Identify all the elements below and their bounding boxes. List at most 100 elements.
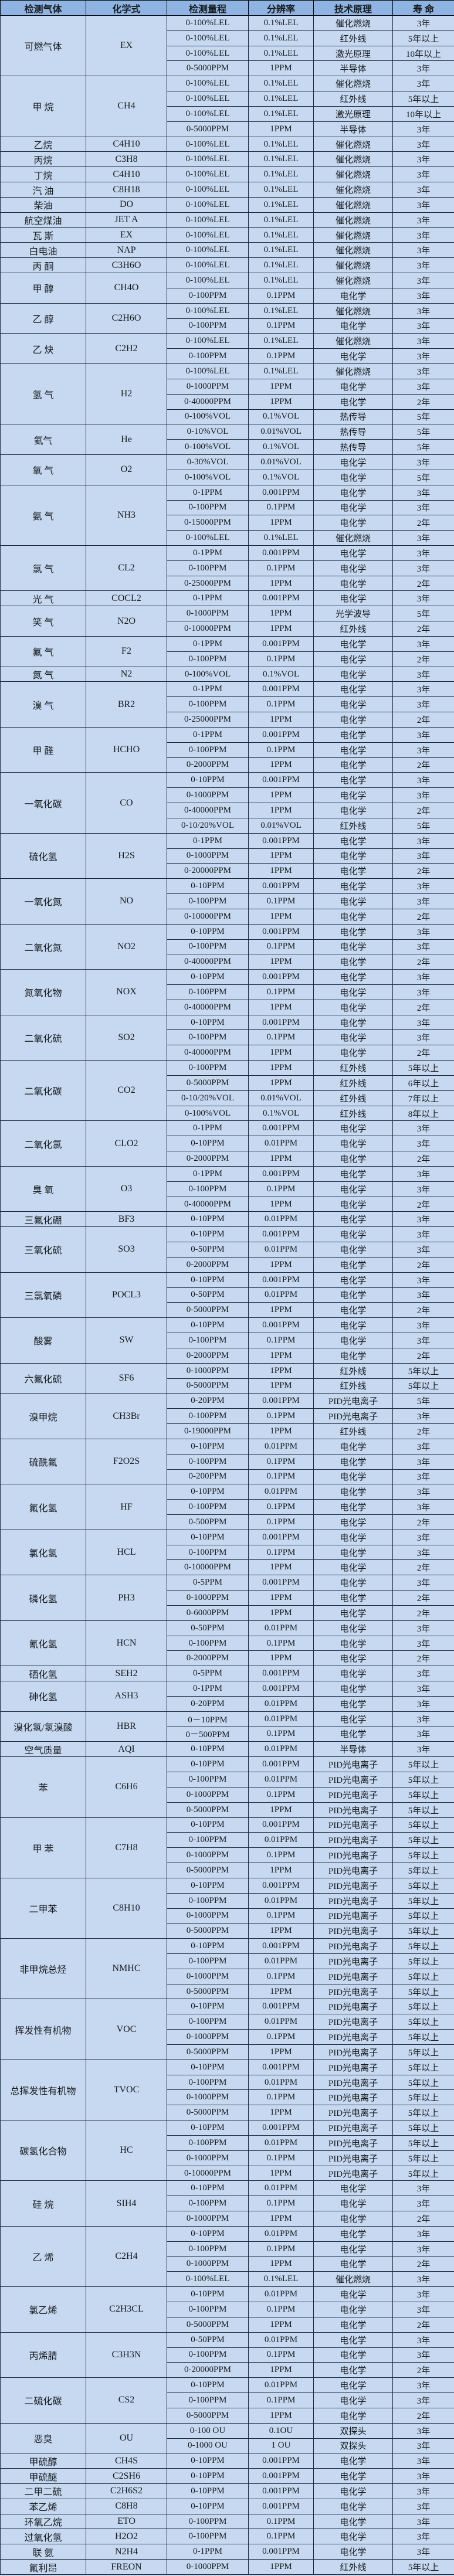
lifetime-cell: 3年	[392, 2241, 454, 2257]
technology-cell: 电化学	[313, 651, 393, 667]
gas-name-cell: 丙 酮	[0, 257, 86, 274]
range-cell: 0-100%VOL	[167, 439, 249, 456]
range-cell: 0-100PPM	[167, 2135, 249, 2151]
technology-cell: 电化学	[313, 2286, 393, 2303]
resolution-cell: 0.1PPM	[248, 2089, 314, 2106]
range-cell: 0-10PPM	[167, 2120, 249, 2136]
table-row: 0-100%VOL 0.1%VOL 热传导 5年	[1, 409, 454, 425]
resolution-cell: 0.1%VOL	[248, 439, 314, 456]
range-cell: 0-5000PPM	[167, 1075, 249, 1091]
formula-cell: C3H8	[86, 151, 167, 168]
technology-cell: 电化学	[313, 1196, 393, 1212]
formula-cell: EX	[86, 227, 167, 243]
resolution-cell: 1PPM	[248, 60, 314, 77]
technology-cell: 电化学	[313, 515, 393, 531]
lifetime-cell: 3年	[392, 1165, 454, 1182]
technology-cell: 半导体	[313, 60, 393, 77]
lifetime-cell: 2年	[392, 2211, 454, 2227]
resolution-cell: 1PPM	[248, 1045, 314, 1061]
table-row: 可燃气体 EX 0-100%LEL 0.1%LEL 催化燃烧 3年	[0, 15, 454, 77]
technology-cell: 电化学	[313, 393, 393, 410]
range-cell: 0-100PPM	[167, 2074, 249, 2091]
technology-cell: 电化学	[313, 1151, 393, 1167]
lifetime-cell: 2年	[392, 393, 454, 410]
table-row: 一氧化碳 CO 0-10PPM 0.001PPM 电化学 3年	[0, 772, 454, 834]
technology-cell: 电化学	[313, 1256, 393, 1273]
range-cell: 0-10/20%VOL	[167, 817, 249, 834]
technology-cell: 电化学	[313, 1469, 393, 1485]
gas-name-cell: 柴油	[0, 196, 86, 213]
formula-cell: F2O2S	[86, 1438, 167, 1485]
lifetime-cell: 3年	[392, 1726, 454, 1742]
lifetime-cell: 3年	[392, 2544, 454, 2560]
formula-cell: C2H6S2	[86, 2483, 167, 2499]
table-row: 柴油 DO 0-100%LEL 0.1%LEL 催化燃烧 3年	[0, 196, 454, 213]
range-cell: 0-40000PPM	[167, 1045, 249, 1061]
range-cell: 0-100%LEL	[167, 2271, 249, 2288]
gas-name-cell: 氯 气	[0, 545, 86, 592]
resolution-cell: 0.001PPM	[248, 1272, 314, 1288]
gas-name-cell: 甲硫醇	[0, 2453, 86, 2469]
resolution-cell: 0.1%LEL	[248, 15, 314, 31]
formula-cell: H2O2	[86, 2529, 167, 2545]
formula-cell: C3H3N	[86, 2332, 167, 2378]
technology-cell: 催化燃烧	[313, 182, 393, 198]
gas-name-cell: 氯化氢	[0, 1529, 86, 1576]
technology-cell: 热传导	[313, 424, 393, 440]
resolution-cell: 1PPM	[248, 2316, 314, 2333]
formula-cell: C6H6	[86, 1756, 167, 1818]
resolution-cell: 0.001PPM	[248, 1120, 314, 1137]
formula-cell: FREON	[86, 2559, 167, 2575]
formula-cell: NOX	[86, 969, 167, 1015]
resolution-cell: 0.1PPM	[248, 1635, 314, 1651]
range-cell: 0-10PPM	[167, 1317, 249, 1334]
formula-cell: CS2	[86, 2377, 167, 2424]
lifetime-cell: 3年	[392, 60, 454, 77]
technology-cell: 电化学	[313, 1333, 393, 1348]
resolution-cell: 1PPM	[248, 1923, 314, 1939]
lifetime-cell: 2年	[392, 712, 454, 728]
range-cell: 0-20000PPM	[167, 2362, 249, 2378]
range-cell: 0-20PPM	[167, 1695, 249, 1712]
table-row: 0-5000PPM 1PPM 电化学 2年	[1, 2407, 454, 2424]
resolution-cell: 0.001PPM	[248, 2120, 314, 2136]
table-row: 甲 醛 HCHO 0-1PPM 0.001PPM 电化学 3年	[0, 726, 454, 773]
resolution-cell: 0.001PPM	[248, 590, 314, 607]
technology-cell: PID光电离子	[313, 1802, 393, 1818]
resolution-cell: 1PPM	[248, 1302, 314, 1318]
formula-cell: TVOC	[86, 2059, 167, 2121]
resolution-cell: 0.1PPM	[248, 893, 314, 909]
table-row: 总挥发性有机物 TVOC 0-10PPM 0.001PPM PID光电离子 5年以上	[0, 2059, 454, 2121]
resolution-cell: 0.001PPM	[248, 1877, 314, 1894]
gas-name-cell: 甲 烷	[0, 76, 86, 137]
technology-cell: PID光电离子	[313, 1999, 393, 2015]
resolution-cell: 0.001PPM	[248, 2453, 314, 2469]
resolution-cell: 0.1%LEL	[248, 196, 314, 213]
range-cell: 0-100PPM	[167, 939, 249, 955]
technology-cell: 电化学	[313, 1287, 393, 1303]
lifetime-cell: 3年	[392, 2347, 454, 2363]
table-row: 0-19000PPM 1PPM 红外线 2年	[1, 1423, 454, 1439]
lifetime-cell: 8年以上	[392, 1105, 454, 1122]
technology-cell: 催化燃烧	[313, 227, 393, 243]
lifetime-cell: 3年	[392, 1695, 454, 1712]
range-cell: 0-20PPM	[167, 1393, 249, 1409]
range-cell: 0-5000PPM	[167, 1923, 249, 1939]
lifetime-cell: 2年	[392, 803, 454, 818]
table-row: 氟 气 F2 0-1PPM 0.001PPM 电化学 3年	[0, 635, 454, 667]
table-row: 0-100PPM 0.1PPM 电化学 3年	[1, 1453, 454, 1470]
technology-cell: 电化学	[313, 2302, 393, 2317]
technology-cell: 红外线	[313, 817, 393, 834]
resolution-cell: 0.001PPM	[248, 2483, 314, 2499]
range-cell: 0-10PPM	[167, 2498, 249, 2514]
lifetime-cell: 3年	[392, 287, 454, 304]
table-row: 三氧化硫 SO3 0-10PPM 0.001PPM 电化学 3年	[0, 1226, 454, 1273]
lifetime-cell: 2年	[392, 954, 454, 970]
formula-cell: POCL3	[86, 1272, 167, 1318]
table-row: 氦气 He 0-10%VOL 0.01%VOL 热传导 5年	[0, 424, 454, 456]
technology-cell: 激光原理	[313, 106, 393, 122]
range-cell: 0-1PPM	[167, 484, 249, 501]
table-row: 0-100PPM 0.1PPM 电化学 3年	[1, 318, 454, 334]
resolution-cell: 0.1%LEL	[248, 182, 314, 198]
range-cell: 0-1PPM	[167, 635, 249, 652]
